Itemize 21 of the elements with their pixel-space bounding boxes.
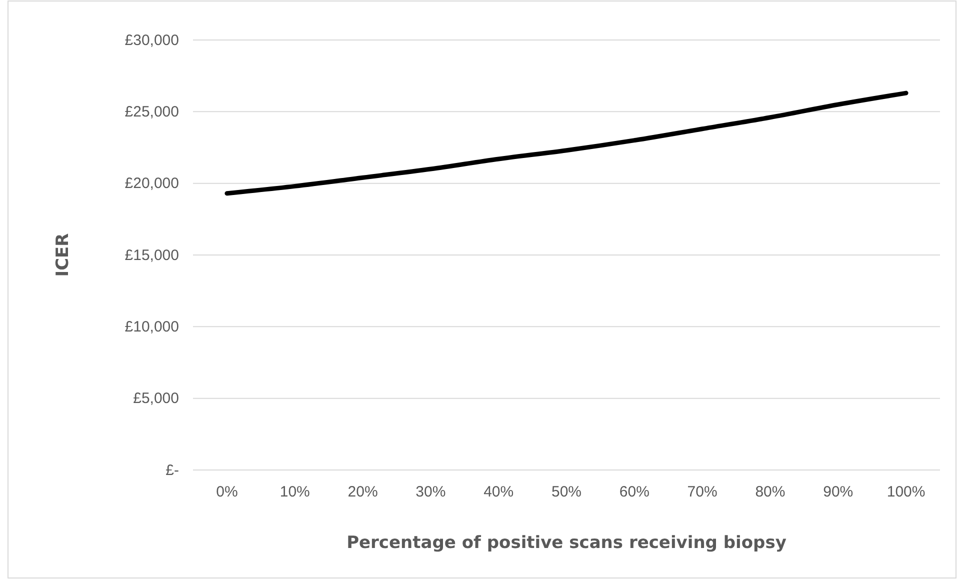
- x-tick-label: 30%: [416, 484, 446, 501]
- x-tick-label: 80%: [755, 484, 786, 501]
- x-tick-label: 20%: [348, 484, 378, 501]
- line-series: [224, 90, 908, 196]
- x-axis-title: Percentage of positive scans receiving biopsy: [346, 533, 786, 553]
- x-tick-label: 0%: [216, 484, 238, 501]
- y-tick-label: £10,000: [124, 318, 179, 336]
- x-tick-label: 70%: [687, 484, 718, 501]
- x-tick-label: 50%: [551, 484, 582, 501]
- y-tick-label: £5,000: [133, 390, 179, 408]
- y-axis-title: ICER: [53, 233, 73, 277]
- y-tick-label: £15,000: [124, 246, 179, 264]
- y-tick-label: £-: [166, 462, 179, 479]
- x-tick-label: 10%: [280, 484, 310, 501]
- x-tick-label: 90%: [823, 484, 854, 501]
- y-tick-label: £25,000: [124, 103, 179, 120]
- y-tick-label: £30,000: [124, 32, 179, 49]
- x-tick-label: 60%: [619, 484, 650, 501]
- x-tick-label: 40%: [484, 484, 514, 501]
- y-tick-label: £20,000: [124, 175, 179, 192]
- x-tick-label: 100%: [886, 484, 926, 501]
